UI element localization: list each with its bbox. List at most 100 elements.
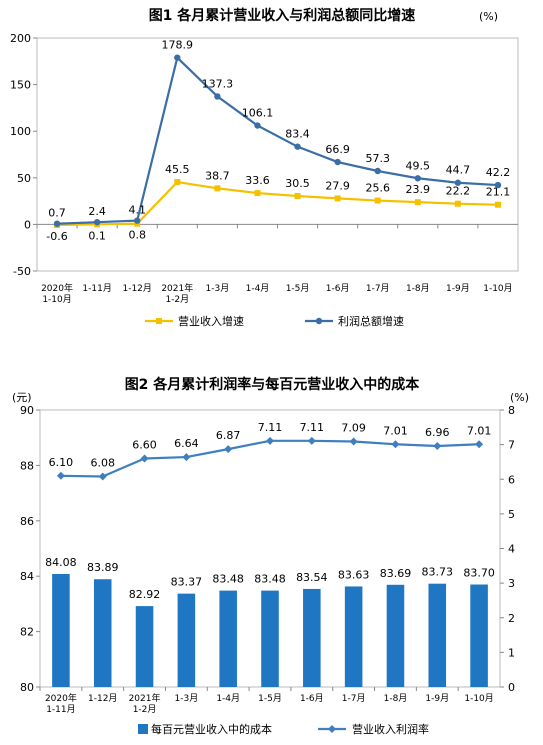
series-point <box>140 454 149 463</box>
series-line-1 <box>56 55 499 225</box>
data-label-1: 44.7 <box>446 164 471 177</box>
x-tick-label: 1-7月 <box>342 693 366 704</box>
x-tick-label: 2020年 1-11月 <box>45 692 77 715</box>
y-tick-label: 88 <box>20 459 34 472</box>
y-tick-label: 200 <box>10 32 31 45</box>
line-label: 6.10 <box>49 456 74 469</box>
chart-1-legend: 营业收入增速 利润总额增速 <box>145 314 404 328</box>
series-point-0 <box>214 185 221 192</box>
series-point <box>433 442 442 451</box>
chart-1-title: 图1 各月累计营业收入与利润总额同比增速 <box>149 7 416 24</box>
bar <box>177 593 196 687</box>
line-label: 7.09 <box>341 422 366 435</box>
legend-marker <box>328 725 336 733</box>
bar-label: 84.08 <box>45 556 77 569</box>
y2-tick-label: 7 <box>508 439 515 452</box>
legend-label: 营业收入增速 <box>178 314 244 328</box>
bar-label: 83.48 <box>254 573 286 586</box>
bar-label: 83.89 <box>87 561 119 574</box>
bar-label: 83.54 <box>296 571 328 584</box>
data-label-1: 83.4 <box>285 128 310 141</box>
series-point-1 <box>494 181 502 189</box>
series-point <box>182 453 191 462</box>
x-tick-label: 1-4月 <box>216 693 240 704</box>
chart-2-right-unit: (%) <box>510 391 529 404</box>
x-tick-label: 1-3月 <box>206 283 230 294</box>
series-point-0 <box>334 195 341 202</box>
line-label: 6.08 <box>90 456 115 469</box>
data-label-0: 22.2 <box>446 185 471 198</box>
x-tick-label: 1-4月 <box>246 283 270 294</box>
data-label-0: 27.9 <box>325 179 350 192</box>
legend-marker <box>156 318 162 324</box>
series-point-0 <box>454 200 461 207</box>
data-label-1: 49.5 <box>406 159 431 172</box>
line-label: 6.96 <box>425 426 450 439</box>
series-point <box>307 436 316 445</box>
y-tick-label: 150 <box>10 79 31 92</box>
data-label-1: 2.4 <box>88 205 106 218</box>
series-line <box>60 439 480 478</box>
figure-1-line-chart: 图1 各月累计营业收入与利润总额同比增速 (%) -50 0 50 100 150 200… <box>10 7 519 328</box>
x-tick-label: 1-10月 <box>483 283 512 294</box>
x-tick-label: 1-5月 <box>258 693 282 704</box>
data-label-1: 42.2 <box>486 166 511 179</box>
y-tick-label: -50 <box>13 265 31 278</box>
line-label: 7.01 <box>467 424 492 437</box>
chart-2-legend: 每百元营业收入中的成本 营业收入利润率 <box>138 722 429 736</box>
x-tick-label: 1-3月 <box>175 693 199 704</box>
series-point-1 <box>294 143 301 150</box>
series-point <box>224 445 233 454</box>
legend-label: 每百元营业收入中的成本 <box>151 722 272 736</box>
data-label-0: 45.5 <box>165 163 190 176</box>
chart-1-unit: (%) <box>479 10 498 23</box>
y2-tick-label: 8 <box>508 404 515 417</box>
series-point-0 <box>494 201 501 208</box>
x-tick-label: 1-8月 <box>406 283 430 294</box>
data-label-0: 0.1 <box>88 229 106 242</box>
series-point-1 <box>334 158 341 166</box>
line-label: 6.87 <box>216 429 241 442</box>
line-label: 7.01 <box>383 424 408 437</box>
bar <box>386 584 405 687</box>
data-label-1: 57.3 <box>365 152 390 165</box>
data-label-0: 33.6 <box>245 174 270 187</box>
x-tick-label: 2021年 1-2月 <box>129 692 161 715</box>
x-tick-label: 1-12月 <box>88 693 117 704</box>
series-point <box>98 472 107 481</box>
y2-tick-label: 2 <box>508 612 515 625</box>
series-point-0 <box>374 197 381 204</box>
x-tick-label: 1-9月 <box>425 693 449 704</box>
line-label: 6.64 <box>174 437 199 450</box>
y-tick-label: 50 <box>17 172 31 185</box>
series-point-1 <box>174 54 181 61</box>
bar <box>428 583 447 687</box>
line-label: 7.11 <box>300 421 325 434</box>
y-tick-label: 84 <box>20 570 34 583</box>
y2-tick-label: 4 <box>508 543 515 556</box>
series-point-1 <box>254 122 261 129</box>
data-label-0: 30.5 <box>285 177 310 190</box>
x-tick-label: 1-10月 <box>464 693 493 704</box>
chart-2-plot: 84.08 83.89 82.92 83.37 83.48 83.48 83.54 83.63… <box>45 421 495 687</box>
series-point-0 <box>414 199 421 206</box>
y2-tick-label: 5 <box>508 508 515 521</box>
figure-2-combo-chart: 图2 各月累计利润率与每百元营业收入中的成本 (元) (%) 808284868… <box>12 376 529 736</box>
y-tick-label: 86 <box>20 515 34 528</box>
data-label-1: 106.1 <box>242 107 274 120</box>
y-tick-label: 100 <box>10 125 31 138</box>
series-point <box>266 436 274 445</box>
y2-tick-label: 3 <box>508 577 515 590</box>
bar-label: 83.37 <box>171 576 203 589</box>
plot-frame <box>36 37 519 272</box>
data-label-0: 21.1 <box>486 186 511 199</box>
y2-tick-label: 6 <box>508 473 515 486</box>
series-point <box>56 471 65 480</box>
bar-label: 83.73 <box>422 566 454 579</box>
series-line-0 <box>57 180 498 227</box>
bar-label: 83.70 <box>463 567 495 580</box>
series-point-0 <box>294 192 301 199</box>
y-tick-label: 0 <box>24 218 31 231</box>
x-tick-label: 1-12月 <box>122 283 151 294</box>
series-point-0 <box>254 190 261 197</box>
